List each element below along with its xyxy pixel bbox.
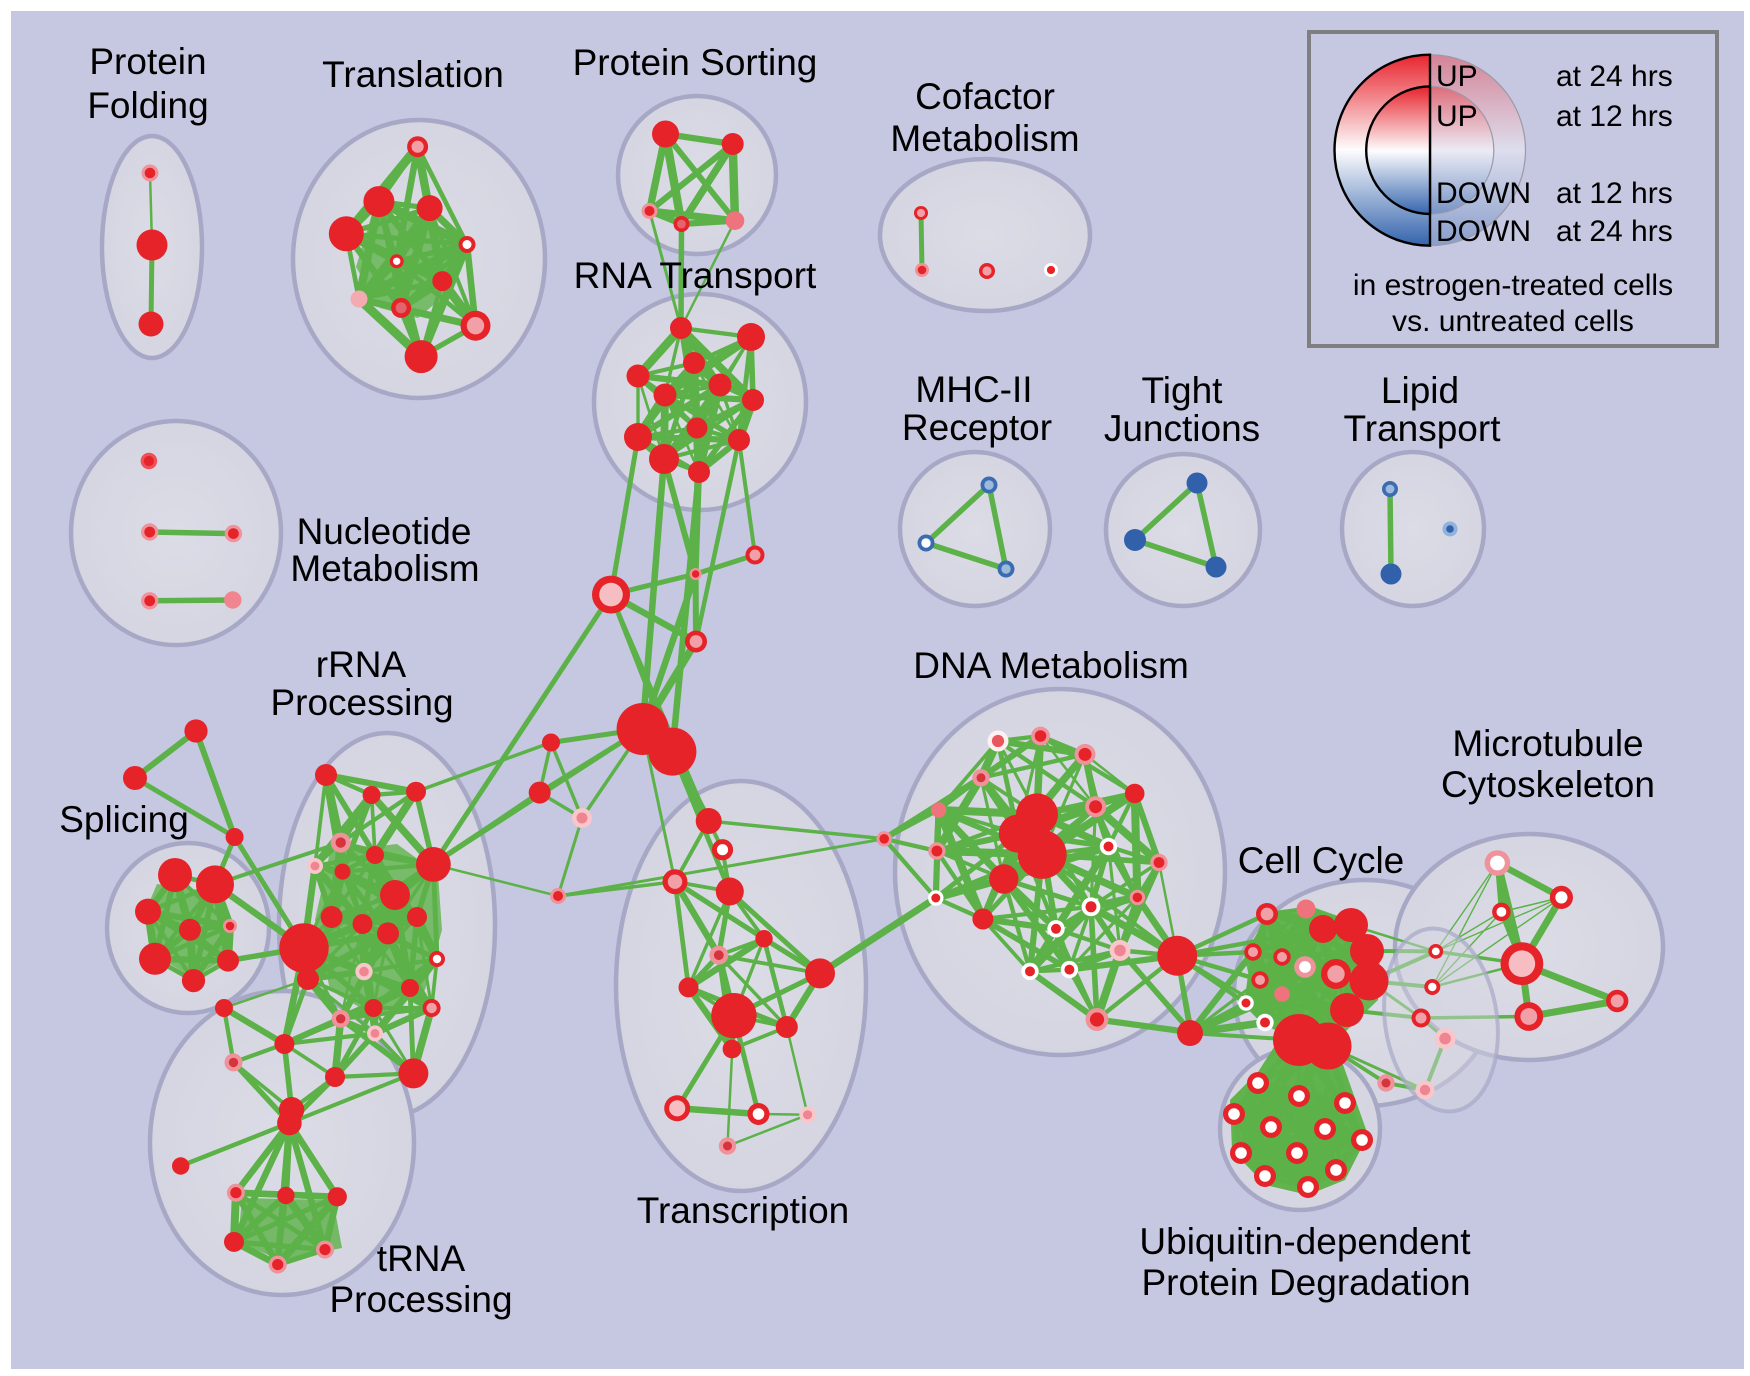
svg-text:Transcription: Transcription <box>637 1190 849 1231</box>
svg-text:RNA Transport: RNA Transport <box>574 255 817 296</box>
svg-text:Ubiquitin-dependent: Ubiquitin-dependent <box>1139 1221 1471 1262</box>
svg-text:Processing: Processing <box>329 1279 512 1320</box>
svg-text:DOWN: DOWN <box>1436 177 1531 210</box>
svg-text:DNA Metabolism: DNA Metabolism <box>913 645 1189 686</box>
svg-text:Protein Sorting: Protein Sorting <box>573 42 818 83</box>
svg-text:Junctions: Junctions <box>1104 408 1260 449</box>
svg-text:Cofactor: Cofactor <box>915 76 1055 117</box>
svg-text:Lipid: Lipid <box>1381 370 1459 411</box>
svg-text:Metabolism: Metabolism <box>890 118 1079 159</box>
svg-text:at 24 hrs: at 24 hrs <box>1556 215 1673 248</box>
svg-text:Protein Degradation: Protein Degradation <box>1141 1262 1470 1303</box>
svg-text:Folding: Folding <box>87 85 208 126</box>
svg-text:in estrogen-treated cells: in estrogen-treated cells <box>1353 269 1673 302</box>
svg-text:Translation: Translation <box>322 54 504 95</box>
svg-text:Nucleotide: Nucleotide <box>297 511 472 552</box>
svg-text:rRNA: rRNA <box>316 644 407 685</box>
svg-text:Receptor: Receptor <box>902 407 1052 448</box>
svg-text:Cell Cycle: Cell Cycle <box>1238 840 1405 881</box>
svg-text:tRNA: tRNA <box>377 1238 466 1279</box>
svg-text:Tight: Tight <box>1142 370 1224 411</box>
svg-text:MHC-II: MHC-II <box>915 369 1032 410</box>
svg-text:at 12 hrs: at 12 hrs <box>1556 177 1673 210</box>
svg-text:Protein: Protein <box>89 41 206 82</box>
svg-text:Transport: Transport <box>1344 408 1502 449</box>
svg-text:vs. untreated cells: vs. untreated cells <box>1392 305 1634 338</box>
svg-text:DOWN: DOWN <box>1436 215 1531 248</box>
svg-text:Splicing: Splicing <box>59 799 189 840</box>
svg-text:UP: UP <box>1436 60 1478 93</box>
svg-text:Cytoskeleton: Cytoskeleton <box>1441 764 1655 805</box>
svg-text:at 24 hrs: at 24 hrs <box>1556 60 1673 93</box>
svg-text:Metabolism: Metabolism <box>290 548 479 589</box>
svg-text:Microtubule: Microtubule <box>1452 723 1643 764</box>
svg-text:Processing: Processing <box>270 682 453 723</box>
svg-text:at 12 hrs: at 12 hrs <box>1556 100 1673 133</box>
svg-text:UP: UP <box>1436 100 1478 133</box>
